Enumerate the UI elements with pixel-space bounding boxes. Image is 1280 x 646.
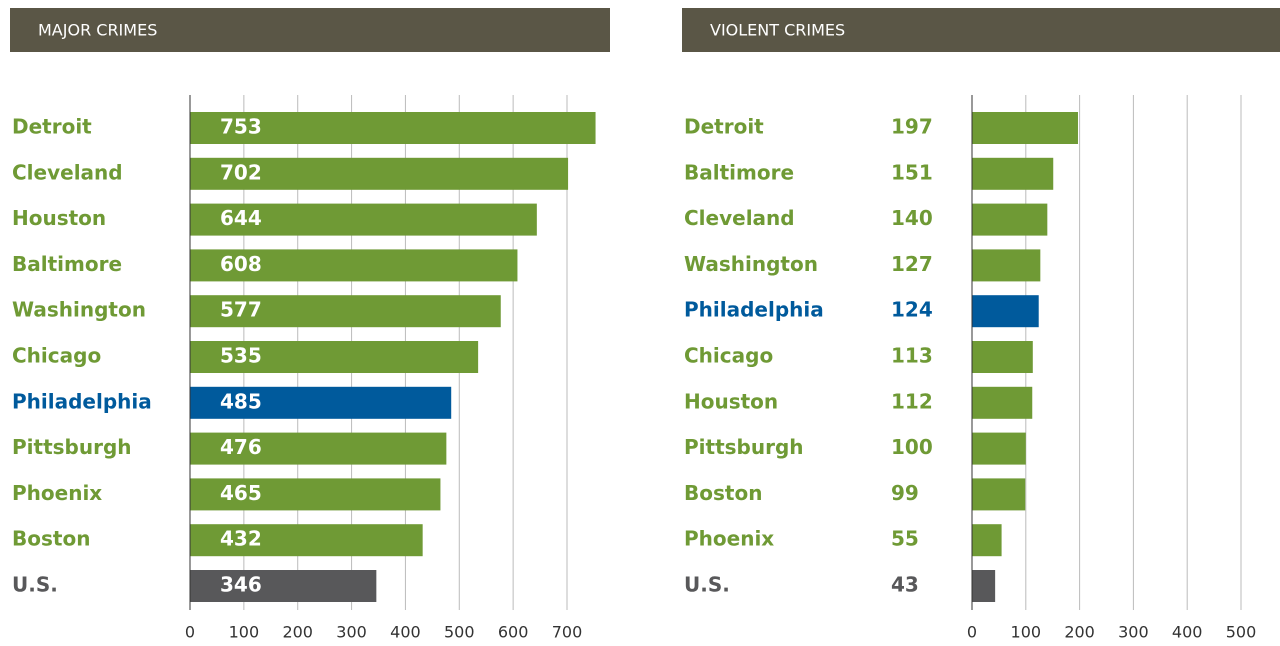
bar — [972, 341, 1033, 373]
value-label: 465 — [220, 481, 262, 505]
category-label: Washington — [684, 252, 818, 276]
x-tick-label: 200 — [1064, 623, 1095, 642]
bar — [190, 295, 501, 328]
bar — [972, 112, 1078, 144]
category-label: Detroit — [12, 115, 92, 139]
header-bar — [682, 8, 1280, 52]
x-tick-label: 500 — [1226, 623, 1257, 642]
value-label: 535 — [220, 344, 262, 368]
bar — [190, 157, 569, 190]
bar — [972, 203, 1048, 236]
category-label: Phoenix — [684, 527, 774, 551]
value-label: 644 — [220, 206, 262, 230]
bar — [190, 341, 479, 373]
bar — [190, 386, 452, 419]
category-label: U.S. — [684, 573, 730, 597]
category-label: Pittsburgh — [684, 435, 804, 459]
category-label: Chicago — [12, 344, 101, 368]
value-label: 151 — [891, 160, 933, 184]
category-label: Chicago — [684, 344, 773, 368]
category-label: Detroit — [684, 115, 764, 139]
x-tick-label: 300 — [336, 623, 367, 642]
bar — [972, 386, 1033, 419]
value-label: 485 — [220, 389, 262, 413]
category-label: Phoenix — [12, 481, 102, 505]
value-label: 432 — [220, 527, 262, 551]
value-label: 346 — [220, 573, 262, 597]
value-label: 127 — [891, 252, 933, 276]
value-label: 577 — [220, 298, 262, 322]
x-tick-label: 300 — [1118, 623, 1149, 642]
category-label: U.S. — [12, 573, 58, 597]
category-label: Washington — [12, 298, 146, 322]
category-label: Houston — [12, 206, 106, 230]
value-label: 43 — [891, 573, 919, 597]
category-label: Philadelphia — [12, 389, 152, 413]
value-label: 702 — [220, 160, 262, 184]
bar — [972, 478, 1026, 511]
value-label: 124 — [891, 298, 933, 322]
category-label: Boston — [684, 481, 762, 505]
value-label: 608 — [220, 252, 262, 276]
x-tick-label: 400 — [1172, 623, 1203, 642]
bar — [190, 570, 377, 602]
chart-title: VIOLENT CRIMES — [710, 21, 845, 40]
value-label: 476 — [220, 435, 262, 459]
x-tick-label: 0 — [967, 623, 977, 642]
bar — [190, 524, 423, 557]
value-label: 140 — [891, 206, 933, 230]
header-bar — [10, 8, 610, 52]
value-label: 753 — [220, 115, 262, 139]
value-label: 112 — [891, 389, 933, 413]
bar — [190, 432, 447, 465]
category-label: Philadelphia — [684, 298, 824, 322]
value-label: 99 — [891, 481, 919, 505]
category-label: Boston — [12, 527, 90, 551]
bar — [972, 249, 1041, 282]
category-label: Houston — [684, 389, 778, 413]
x-tick-label: 100 — [229, 623, 260, 642]
chart-title: MAJOR CRIMES — [38, 21, 157, 40]
bar — [972, 157, 1054, 190]
bar — [190, 112, 596, 144]
bar — [190, 478, 441, 511]
x-tick-label: 0 — [185, 623, 195, 642]
bar — [972, 432, 1026, 465]
bar — [190, 249, 518, 282]
value-label: 113 — [891, 344, 933, 368]
x-tick-label: 200 — [282, 623, 313, 642]
category-label: Baltimore — [12, 252, 122, 276]
value-label: 55 — [891, 527, 919, 551]
value-label: 197 — [891, 115, 933, 139]
category-label: Pittsburgh — [12, 435, 132, 459]
bar — [972, 295, 1039, 328]
category-label: Cleveland — [12, 160, 123, 184]
bar — [972, 524, 1002, 557]
bar — [972, 570, 996, 602]
x-tick-label: 600 — [498, 623, 529, 642]
category-label: Cleveland — [684, 206, 795, 230]
x-tick-label: 500 — [444, 623, 475, 642]
x-tick-label: 100 — [1011, 623, 1042, 642]
bar — [190, 203, 537, 236]
value-label: 100 — [891, 435, 933, 459]
x-tick-label: 700 — [552, 623, 583, 642]
x-tick-label: 400 — [390, 623, 421, 642]
category-label: Baltimore — [684, 160, 794, 184]
